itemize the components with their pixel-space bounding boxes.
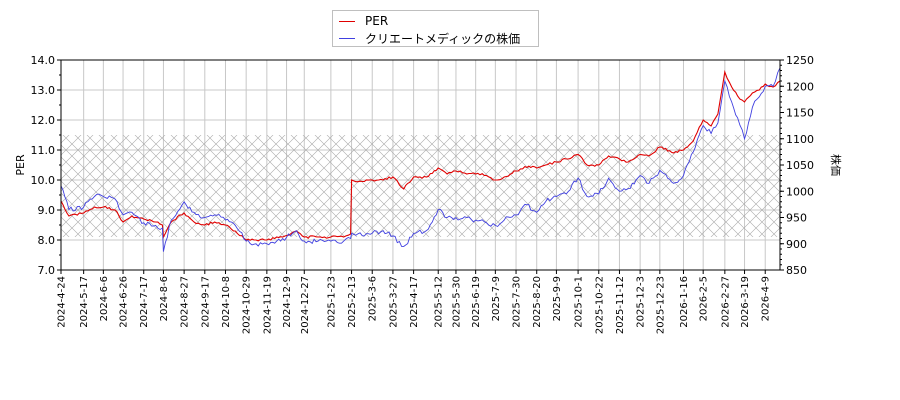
- x-tick-label: 2025-1-23: [326, 276, 337, 328]
- x-tick-label: 2024-12-9: [282, 276, 293, 328]
- left-axis: 7.0 8.0 9.0 10.0 11.0 12.0 13.0 14.0: [31, 54, 61, 277]
- y-tick-label: 8.0: [38, 234, 56, 247]
- legend: PER クリエートメディックの株価: [332, 10, 539, 47]
- x-tick-label: 2025-11-12: [615, 276, 626, 334]
- x-tick-label: 2026-2-5: [699, 276, 710, 321]
- x-tick-label: 2026-1-16: [679, 276, 690, 328]
- x-tick-label: 2025-7-30: [512, 276, 523, 328]
- x-tick-label: 2024-5-17: [79, 276, 90, 328]
- y-tick-label: 10.0: [31, 174, 56, 187]
- y2-tick-label: 1250: [786, 54, 814, 67]
- y-tick-label: 13.0: [31, 84, 56, 97]
- left-axis-label: PER: [14, 154, 27, 176]
- x-tick-label: 2025-9-9: [552, 276, 563, 321]
- x-tick-label: 2025-5-30: [451, 276, 462, 328]
- x-tick-label: 2024-8-6: [159, 276, 170, 321]
- right-axis: 850 900 950 1000 1050 1100 1150 1200 1250: [780, 54, 814, 277]
- x-tick-label: 2024-6-6: [99, 276, 110, 321]
- y2-tick-label: 850: [786, 264, 807, 277]
- x-tick-label: 2024-6-26: [119, 276, 130, 328]
- y2-tick-label: 1050: [786, 159, 814, 172]
- x-tick-label: 2025-12-3: [636, 276, 647, 328]
- y-tick-label: 14.0: [31, 54, 56, 67]
- x-tick-label: 2024-12-27: [300, 276, 311, 334]
- y2-tick-label: 1150: [786, 107, 814, 120]
- x-tick-label: 2025-10-22: [594, 276, 605, 334]
- x-tick-label: 2024-4-24: [57, 276, 68, 328]
- x-tick-label: 2025-3-6: [368, 276, 379, 321]
- y2-tick-label: 950: [786, 212, 807, 225]
- x-tick-label: 2025-8-20: [532, 276, 543, 328]
- legend-label-price: クリエートメディックの株価: [365, 31, 521, 46]
- x-tick-label: 2025-6-19: [471, 276, 482, 328]
- x-tick-label: 2026-2-27: [720, 276, 731, 328]
- x-tick-label: 2025-10-1: [574, 276, 585, 328]
- legend-item-price: クリエートメディックの株価: [339, 30, 520, 46]
- y-tick-label: 11.0: [31, 144, 56, 157]
- y2-tick-label: 1000: [786, 185, 814, 198]
- legend-swatch-price: [339, 37, 355, 39]
- legend-label-per: PER: [365, 14, 389, 28]
- x-tick-label: 2024-11-19: [262, 276, 273, 334]
- y2-tick-label: 900: [786, 238, 807, 251]
- right-axis-label: 株価: [829, 154, 843, 176]
- y2-tick-label: 1200: [786, 80, 814, 93]
- y-tick-label: 12.0: [31, 114, 56, 127]
- x-tick-label: 2025-5-12: [434, 276, 445, 328]
- x-axis: 2024-4-24 2024-5-17 2024-6-6 2024-6-26 2024-…: [57, 270, 772, 334]
- legend-swatch-per: [339, 20, 355, 22]
- x-tick-label: 2024-10-29: [242, 276, 253, 334]
- x-tick-label: 2026-4-9: [761, 276, 772, 321]
- shaded-band: [61, 135, 780, 237]
- legend-item-per: PER: [339, 13, 388, 29]
- x-tick-label: 2025-12-23: [655, 276, 666, 334]
- per-line: [61, 69, 780, 242]
- series-lines: [61, 67, 780, 252]
- x-tick-label: 2024-7-17: [139, 276, 150, 328]
- y-tick-label: 9.0: [38, 204, 56, 217]
- x-tick-label: 2025-2-13: [347, 276, 358, 328]
- x-tick-label: 2024-10-8: [221, 276, 232, 328]
- x-tick-label: 2024-9-17: [200, 276, 211, 328]
- stock-price-line: [61, 67, 780, 252]
- x-tick-label: 2025-3-27: [388, 276, 399, 328]
- x-tick-label: 2024-8-27: [180, 276, 191, 328]
- y-tick-label: 7.0: [38, 264, 56, 277]
- x-tick-label: 2026-3-19: [740, 276, 751, 328]
- x-tick-label: 2025-7-9: [491, 276, 502, 321]
- x-tick-label: 2025-4-17: [409, 276, 420, 328]
- y2-tick-label: 1100: [786, 133, 814, 146]
